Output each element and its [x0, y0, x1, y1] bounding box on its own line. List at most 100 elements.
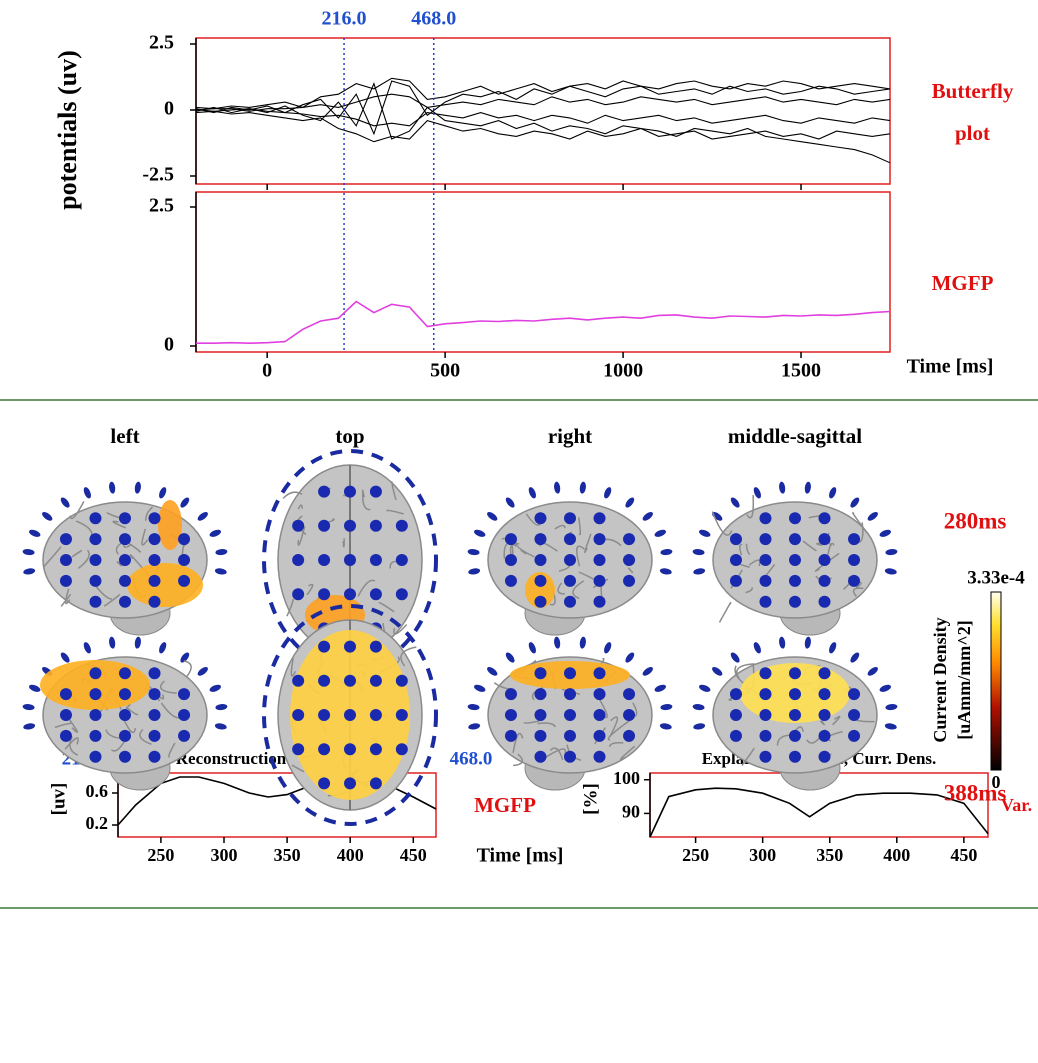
electrode-marker [850, 497, 860, 508]
electrode [318, 709, 331, 721]
electrode [119, 688, 131, 701]
data-line [195, 110, 891, 143]
electrode-marker [804, 636, 811, 649]
electrode [818, 709, 831, 721]
electrode [534, 533, 547, 546]
electrode-marker [625, 497, 635, 508]
electrode-marker [660, 704, 673, 711]
electrode-marker [83, 642, 91, 654]
electrode [119, 667, 131, 680]
electrode [178, 554, 191, 566]
electrode [369, 588, 382, 601]
electrode [318, 519, 331, 532]
brain-image [262, 449, 438, 671]
electrode [593, 512, 606, 525]
electrode [148, 667, 161, 680]
electrode-marker [604, 642, 612, 654]
electrode [534, 709, 547, 721]
colorbar-max: 3.33e-4 [967, 567, 1025, 588]
electrode [344, 588, 356, 601]
sulcus [64, 737, 79, 750]
side-label: Var. [1000, 795, 1033, 815]
electrode [759, 595, 772, 608]
electrode [318, 640, 331, 653]
electrode [564, 574, 576, 587]
electrode [369, 640, 382, 653]
view-title: right [548, 424, 592, 448]
electrode-marker [214, 723, 227, 730]
sulcus [736, 663, 755, 680]
electrode [789, 750, 801, 763]
electrode [534, 512, 547, 525]
electrode-marker [879, 529, 891, 537]
electrode-marker [60, 652, 70, 663]
electrode [344, 519, 356, 532]
electrode-marker [109, 636, 116, 649]
electrode-marker [730, 497, 740, 508]
sulcus [94, 584, 113, 600]
electrode [504, 554, 517, 566]
sulcus [112, 520, 127, 529]
electrode-marker [712, 667, 723, 676]
colorbar-title: [uAmm/mm^2] [954, 620, 974, 739]
x-axis-label: Time [ms] [477, 845, 564, 867]
colorbar-min: 0 [992, 772, 1001, 792]
sulcus [549, 747, 564, 761]
sulcus [77, 549, 90, 569]
electrode-marker [730, 652, 740, 663]
side-label: Butterfly plot [931, 79, 1014, 145]
electrode-marker [467, 704, 480, 711]
electrode [564, 554, 576, 566]
x-tick-label: 450 [950, 845, 977, 865]
electrode-marker [468, 723, 481, 730]
electrode-marker [692, 704, 705, 711]
electrode [789, 533, 801, 546]
sulcus [746, 495, 755, 519]
electrode [89, 554, 102, 566]
sulcus [400, 646, 417, 667]
electrode [369, 674, 382, 687]
electrode-marker [829, 642, 837, 654]
sulcus [357, 579, 376, 597]
electrode [759, 574, 772, 587]
y-tick-label: 100 [613, 768, 640, 788]
electrode [148, 595, 161, 608]
electrode-marker [604, 487, 612, 499]
electrode-marker [579, 636, 586, 649]
brain-image [467, 636, 673, 791]
electrode-marker [528, 487, 536, 499]
sulcus [69, 501, 85, 520]
electrode [178, 729, 191, 742]
sulcus [711, 511, 733, 536]
electrode [729, 574, 742, 587]
data-line [195, 77, 891, 110]
sulcus [60, 593, 71, 607]
electrode [504, 574, 517, 587]
sulcus [619, 745, 636, 761]
electrode [119, 709, 131, 721]
sulcus [291, 764, 305, 773]
sulcus [575, 545, 585, 567]
electrode-marker [692, 549, 705, 556]
y-tick-label: 0.2 [86, 813, 109, 833]
sulcus [544, 748, 567, 759]
x-tick-label: 300 [749, 845, 776, 865]
electrode [369, 554, 382, 566]
electrode [178, 688, 191, 701]
electrode-marker [29, 529, 41, 537]
electrode [344, 777, 356, 790]
electrode-marker [180, 497, 190, 508]
electrode [789, 554, 801, 566]
electrode [59, 533, 72, 546]
data-line [195, 93, 891, 112]
electrode [848, 574, 861, 587]
electrode [292, 743, 305, 756]
sulcus [627, 567, 634, 574]
electrode [395, 674, 408, 687]
time-marker-label: 468.0 [411, 8, 456, 30]
electrode-marker [884, 723, 897, 730]
brain-image [22, 481, 228, 636]
sulcus [144, 506, 154, 521]
electrode-marker [804, 481, 811, 494]
